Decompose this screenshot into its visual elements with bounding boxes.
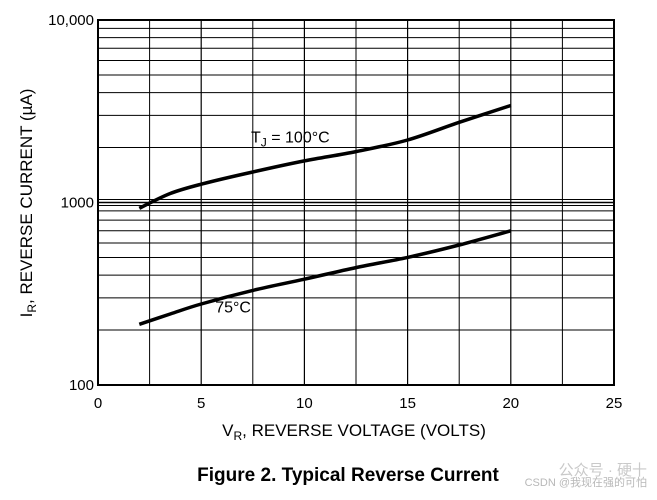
x-axis-title: VR, REVERSE VOLTAGE (VOLTS) xyxy=(222,421,486,443)
series-label-0: TJ = 100°C xyxy=(251,129,330,149)
series xyxy=(138,103,512,326)
series-line-0 xyxy=(138,103,512,210)
x-tick-label: 0 xyxy=(94,395,102,412)
x-tick-label: 20 xyxy=(502,395,519,412)
series-line-1 xyxy=(138,229,512,326)
x-tick-label: 25 xyxy=(606,395,623,412)
chart-title: Figure 2. Typical Reverse Current xyxy=(197,465,499,486)
series-label-1: 75°C xyxy=(215,299,251,316)
x-tick-label: 15 xyxy=(399,395,416,412)
y-tick-label: 1000 xyxy=(61,195,94,212)
x-tick-label: 5 xyxy=(197,395,205,412)
watermark: 公众号 · 硬十 CSDN @我现在强的可怕 xyxy=(524,462,647,489)
watermark-line-2: CSDN @我现在强的可怕 xyxy=(524,477,647,489)
watermark-line-1: 公众号 · 硬十 xyxy=(558,462,647,479)
x-tick-label: 10 xyxy=(296,395,313,412)
tick-labels: 0 5 10 15 20 25 100 1000 10,000 xyxy=(48,12,622,412)
y-axis-title: IR, REVERSE CURRENT (µA) xyxy=(17,89,39,318)
y-tick-label: 100 xyxy=(69,377,94,394)
y-tick-label: 10,000 xyxy=(48,12,94,29)
plot-frame xyxy=(97,19,615,386)
series-labels: TJ = 100°C 75°C xyxy=(215,129,329,316)
grid xyxy=(97,20,615,386)
